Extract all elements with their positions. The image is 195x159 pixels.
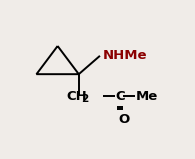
Text: NHMe: NHMe [103,49,147,62]
Text: O: O [119,113,130,126]
Text: 2: 2 [82,94,89,104]
Text: Me: Me [136,90,158,103]
Text: C: C [116,90,125,103]
Text: CH: CH [67,90,87,103]
